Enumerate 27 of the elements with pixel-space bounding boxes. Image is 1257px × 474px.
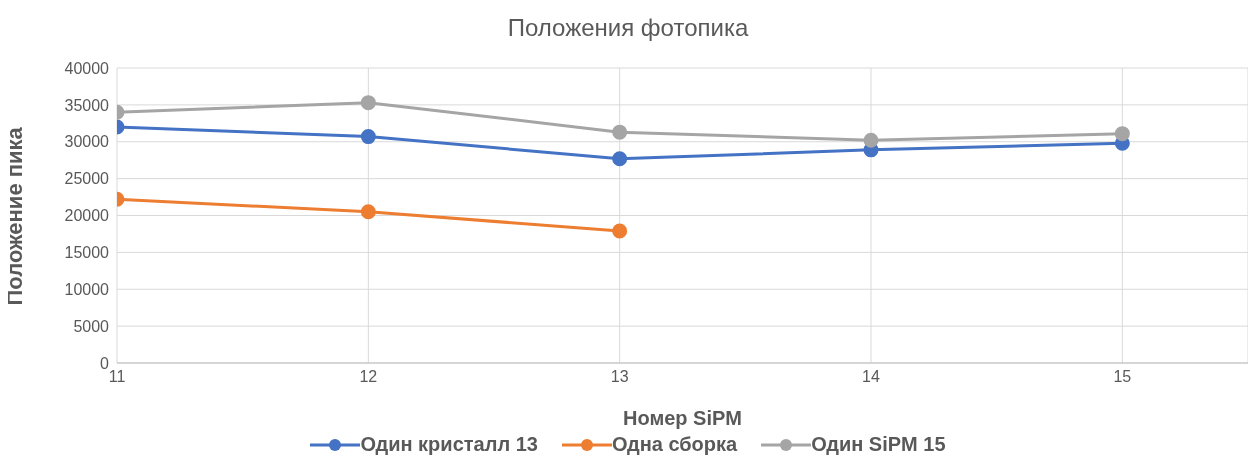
- legend-label: Один кристалл 13: [360, 433, 538, 456]
- x-tick-label: 11: [108, 368, 126, 386]
- legend-label: Одна сборка: [611, 433, 738, 456]
- point: [612, 223, 628, 239]
- point: [612, 124, 628, 140]
- point: [863, 132, 879, 148]
- y-tick-label: 25000: [64, 170, 110, 188]
- x-axis-title: Номер SiPM: [623, 407, 742, 429]
- y-tick-label: 15000: [64, 244, 110, 262]
- y-tick-label: 0: [100, 354, 110, 372]
- x-tick-label: 15: [1113, 368, 1132, 386]
- legend-label: Один SiPM 15: [811, 433, 946, 456]
- point: [1114, 126, 1130, 142]
- point: [360, 95, 376, 111]
- y-tick-label: 20000: [64, 207, 110, 225]
- y-tick-label: 5000: [73, 317, 110, 335]
- y-tick-label: 35000: [64, 96, 110, 114]
- y-tick-label: 40000: [64, 59, 110, 77]
- chart-title: Положения фотопика: [506, 13, 750, 43]
- point: [360, 129, 376, 145]
- x-tick-label: 14: [862, 368, 880, 386]
- point: [360, 204, 376, 220]
- point: [612, 151, 628, 167]
- x-tick-label: 12: [359, 368, 378, 386]
- y-tick-label: 10000: [64, 280, 110, 298]
- x-tick-label: 13: [610, 368, 629, 386]
- y-tick-label: 30000: [64, 133, 110, 151]
